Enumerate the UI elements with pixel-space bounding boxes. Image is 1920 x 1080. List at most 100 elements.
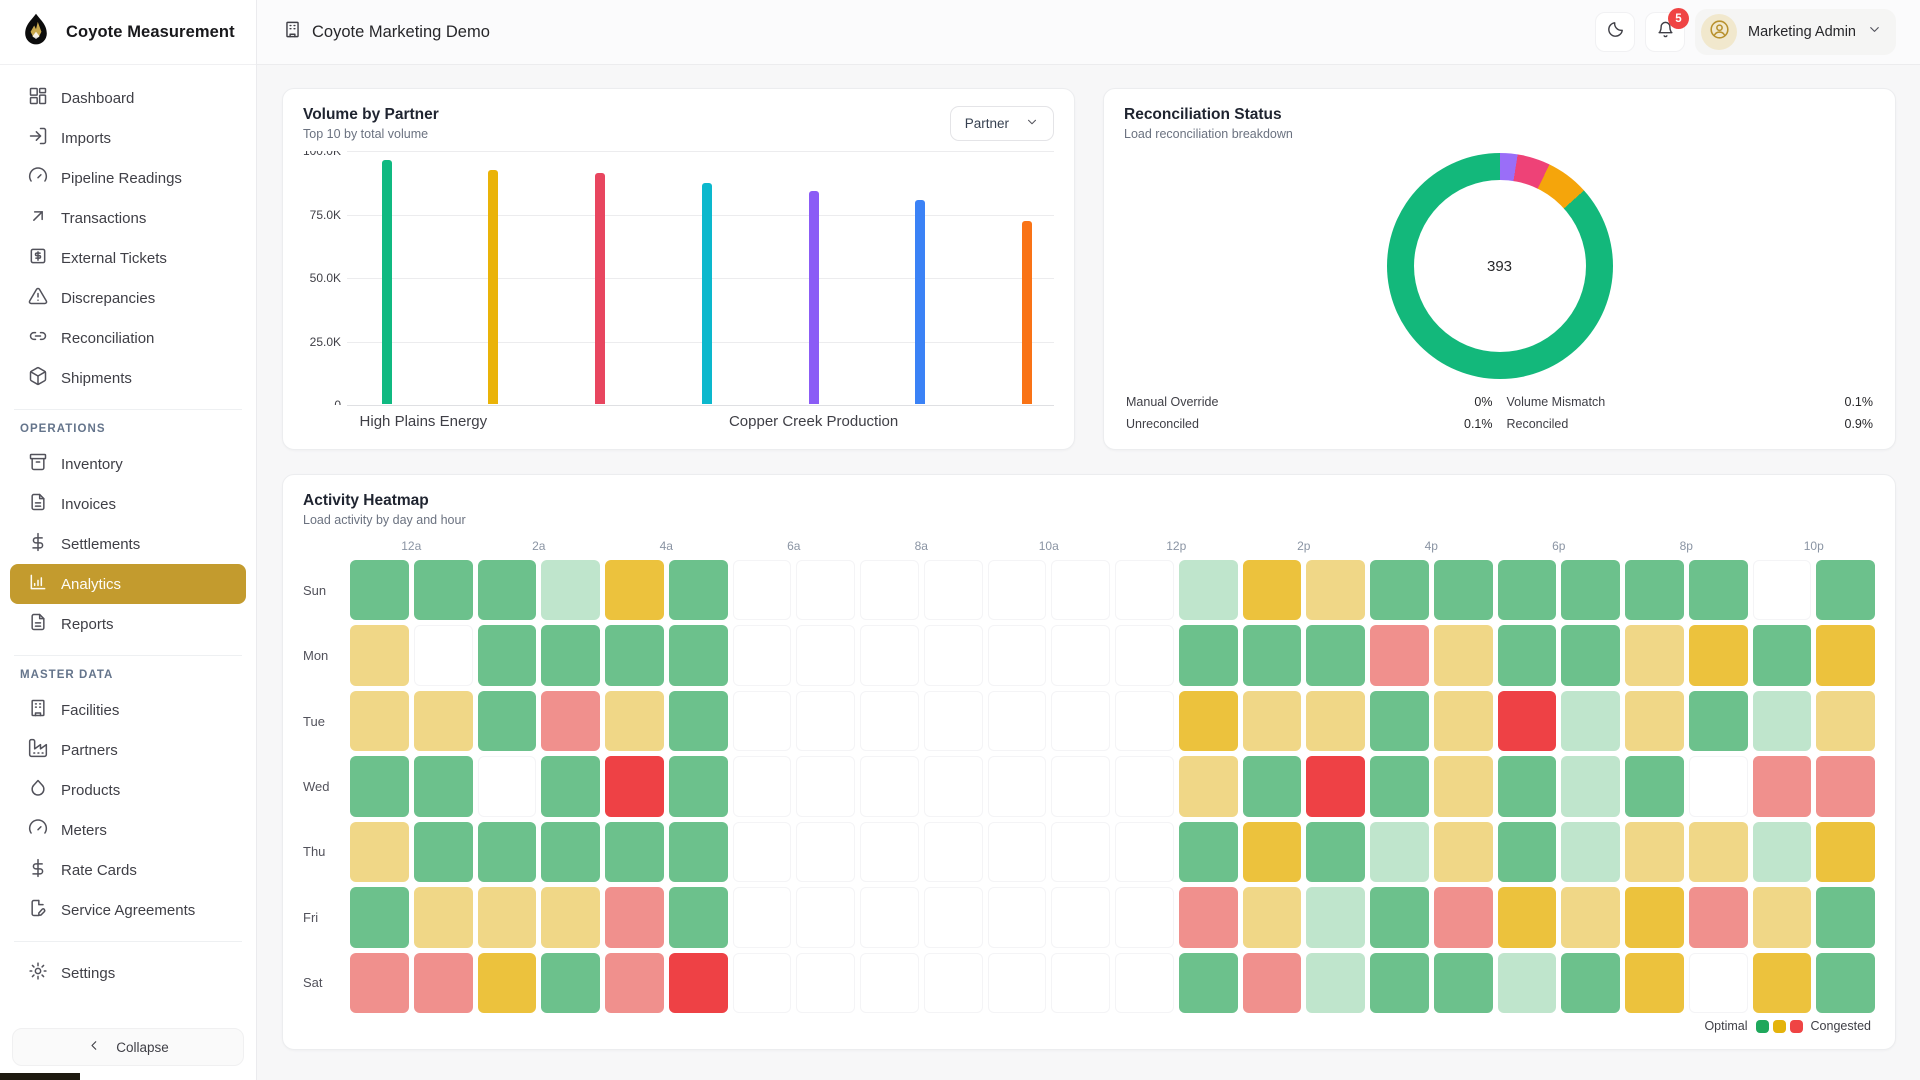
legend-label: Volume Mismatch: [1506, 395, 1606, 409]
x-axis: High Plains Energy Copper Creek Productio…: [347, 405, 1054, 435]
heatmap-cell: [1242, 690, 1302, 752]
sidebar-item-label: Meters: [61, 821, 107, 839]
legend-label: Reconciled: [1506, 417, 1569, 431]
gridline: [347, 405, 1054, 406]
sidebar-item-external-tickets[interactable]: External Tickets: [10, 238, 246, 278]
sidebar-item-label: Discrepancies: [61, 289, 156, 307]
sidebar-item-label: Dashboard: [61, 89, 135, 107]
heatmap-cell: [1051, 821, 1110, 883]
heatmap-cell: [1688, 756, 1748, 817]
gear-icon: [28, 961, 48, 985]
dark-mode-toggle[interactable]: [1595, 12, 1635, 52]
sidebar-item-pipeline-readings[interactable]: Pipeline Readings: [10, 158, 246, 198]
partner-dropdown[interactable]: Partner: [949, 106, 1054, 141]
sidebar-item-service-agreements[interactable]: Service Agreements: [10, 890, 246, 930]
sidebar: Coyote Measurement Dashboard Imports Pipel…: [0, 0, 257, 1080]
notifications-button[interactable]: 5: [1645, 8, 1689, 52]
heatmap-cell: [1561, 887, 1620, 948]
legend-value: 0%: [1474, 395, 1493, 409]
heatmap-cell: [987, 625, 1047, 686]
topbar-actions: 5 Marketing Admin: [1595, 8, 1896, 55]
chevron-down-icon: [1867, 22, 1882, 42]
sidebar-item-products[interactable]: Products: [10, 770, 246, 810]
heatmap-cell: [1816, 887, 1875, 948]
sidebar-item-imports[interactable]: Imports: [10, 118, 246, 158]
sidebar-item-dashboard[interactable]: Dashboard: [10, 78, 246, 118]
heatmap-cell: [350, 756, 409, 817]
heatmap-cell: [1752, 690, 1812, 752]
heatmap-cell: [605, 952, 664, 1013]
x-axis-label: Copper Creek Production: [728, 413, 899, 430]
heatmap-cell: [1816, 756, 1875, 817]
moon-icon: [1606, 20, 1625, 44]
collapse-label: Collapse: [116, 1039, 169, 1055]
user-menu[interactable]: Marketing Admin: [1695, 9, 1896, 55]
import-icon: [28, 126, 48, 150]
main-content: Volume by Partner Top 10 by total volume…: [257, 65, 1920, 1080]
file-text-icon: [28, 492, 48, 516]
heatmap-cell: [1051, 625, 1110, 686]
heatmap-cell: [1752, 756, 1812, 817]
sidebar-section-header-master-data: MASTER DATA: [20, 669, 114, 681]
heatmap-cell: [1433, 821, 1493, 883]
sidebar-item-settlements[interactable]: Settlements: [10, 524, 246, 564]
sidebar-item-transactions[interactable]: Transactions: [10, 198, 246, 238]
sidebar-item-meters[interactable]: Meters: [10, 810, 246, 850]
sidebar-item-discrepancies[interactable]: Discrepancies: [10, 278, 246, 318]
sidebar-item-label: External Tickets: [61, 249, 167, 267]
sidebar-item-partners[interactable]: Partners: [10, 730, 246, 770]
heatmap-cell: [541, 887, 600, 948]
reconciliation-card-subtitle: Load reconciliation breakdown: [1124, 127, 1293, 141]
heatmap-cell: [987, 690, 1047, 752]
activity-heatmap-card: Activity Heatmap Load activity by day an…: [282, 474, 1896, 1050]
sidebar-divider: [14, 409, 242, 410]
heatmap-cell: [1497, 690, 1557, 752]
heatmap-cell: [1370, 887, 1429, 948]
heatmap-cell: [732, 952, 792, 1013]
heatmap-cell: [1561, 821, 1620, 883]
heatmap-cell: [1370, 821, 1429, 883]
heatmap-cell: [796, 625, 855, 686]
sidebar-item-facilities[interactable]: Facilities: [10, 690, 246, 730]
sidebar-item-reconciliation[interactable]: Reconciliation: [10, 318, 246, 358]
notification-badge: 5: [1668, 8, 1689, 29]
heatmap-cell: [1306, 756, 1365, 817]
file-text-icon: [28, 612, 48, 636]
heatmap-cell: [1625, 887, 1684, 948]
topbar: Coyote Marketing Demo 5 Marketing Admin: [257, 0, 1920, 65]
heatmap-cell: [732, 690, 792, 752]
sidebar-item-label: Transactions: [61, 209, 147, 227]
heatmap-cell: [1561, 625, 1620, 686]
heatmap-cell: [860, 821, 919, 883]
sidebar-item-settings[interactable]: Settings: [10, 953, 246, 993]
alert-triangle-icon: [28, 286, 48, 310]
sidebar-item-label: Analytics: [61, 575, 122, 593]
dollar-icon: [28, 532, 48, 556]
sidebar-item-rate-cards[interactable]: Rate Cards: [10, 850, 246, 890]
heatmap-cell: [1688, 560, 1748, 621]
heatmap-corner: [303, 533, 345, 555]
heatmap-cell: [732, 560, 792, 621]
heatmap-cell: [1306, 625, 1365, 686]
building-icon: [28, 698, 48, 722]
heatmap-cell: [796, 952, 855, 1013]
sidebar-item-label: Reconciliation: [61, 329, 155, 347]
heatmap-cell: [732, 887, 792, 948]
sidebar-item-label: Products: [61, 781, 121, 799]
heatmap-cell: [1497, 952, 1557, 1013]
gridline: [347, 278, 1054, 279]
sidebar-item-analytics[interactable]: Analytics: [10, 564, 246, 604]
heatmap-cell: [1433, 952, 1493, 1013]
heatmap-cell: [1306, 821, 1365, 883]
heatmap-cell: [1497, 625, 1557, 686]
sidebar-item-shipments[interactable]: Shipments: [10, 358, 246, 398]
sidebar-item-inventory[interactable]: Inventory: [10, 444, 246, 484]
bar-chart-icon: [28, 572, 48, 596]
heatmap-cell: [350, 821, 409, 883]
heatmap-cell: [732, 821, 792, 883]
sidebar-item-reports[interactable]: Reports: [10, 604, 246, 644]
heatmap-cell: [860, 756, 919, 817]
sidebar-item-invoices[interactable]: Invoices: [10, 484, 246, 524]
heatmap-cell: [923, 821, 983, 883]
collapse-button[interactable]: Collapse: [12, 1028, 244, 1066]
